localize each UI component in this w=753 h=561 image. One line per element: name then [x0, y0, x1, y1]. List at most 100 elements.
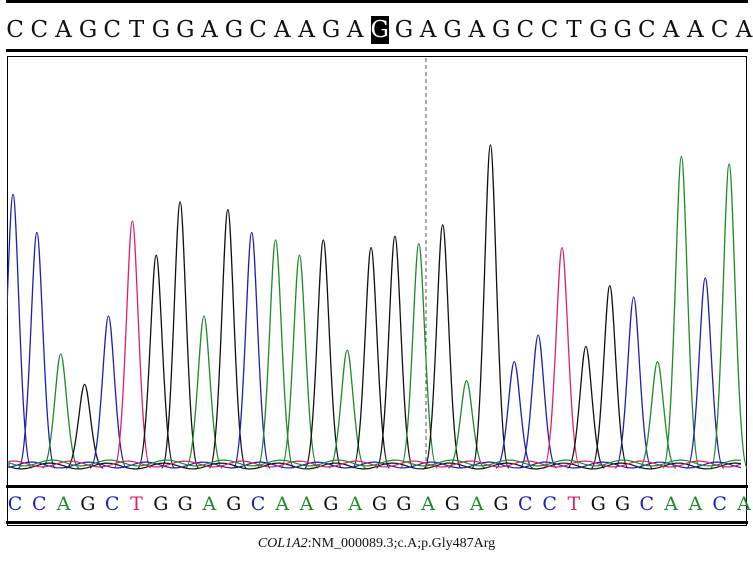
variant-description: :NM_000089.3;c.A;p.Gly487Arg — [307, 536, 496, 551]
ref-base: A — [298, 17, 315, 43]
top-border — [6, 0, 748, 3]
trace-peak — [232, 231, 271, 469]
ref-base: G — [443, 17, 462, 43]
ref-base: A — [687, 17, 704, 43]
trace-peak — [113, 220, 152, 469]
called-base: A — [299, 493, 314, 515]
called-base: A — [56, 493, 71, 515]
trace-peak — [614, 296, 653, 469]
trace-peak — [137, 254, 176, 469]
baseline-trace — [8, 462, 742, 470]
bottom-divider — [6, 485, 748, 488]
trace-peak — [423, 224, 462, 469]
ref-base: C — [103, 17, 121, 43]
trace-peak — [65, 383, 104, 469]
called-base: A — [348, 493, 363, 515]
called-base: A — [737, 493, 751, 515]
ref-base: A — [735, 17, 753, 43]
trace-peak — [41, 353, 80, 469]
baseline-trace — [8, 461, 742, 469]
ref-base: A — [662, 17, 680, 43]
trace-peak — [352, 246, 391, 469]
ref-base: C — [516, 17, 535, 43]
chromatogram — [7, 56, 747, 526]
called-base: G — [493, 493, 509, 515]
ref-base: G — [224, 17, 244, 43]
called-base: G — [177, 493, 193, 515]
trace-peak — [304, 239, 343, 469]
called-base: A — [275, 493, 290, 515]
ref-base: A — [273, 17, 291, 43]
ref-base: G — [394, 17, 414, 43]
trace-group — [7, 144, 747, 469]
ref-base: A — [419, 17, 437, 43]
bottom-border — [6, 521, 748, 524]
trace-peak — [399, 243, 438, 469]
ref-base: G — [78, 17, 98, 43]
ref-base: A — [55, 17, 72, 43]
called-base: G — [371, 493, 388, 515]
ref-base: C — [540, 17, 559, 43]
ref-base: G — [613, 17, 632, 43]
called-base: C — [250, 493, 266, 515]
trace-peak — [710, 163, 747, 469]
trace-peak — [447, 379, 486, 469]
ref-base: A — [468, 17, 485, 43]
ref-base: A — [346, 17, 364, 43]
called-base: G — [590, 493, 606, 515]
ref-base: C — [30, 17, 49, 43]
trace-peak — [519, 334, 558, 469]
called-base: G — [153, 493, 169, 515]
called-base: A — [421, 493, 435, 515]
figure-caption: COL1A2:NM_000089.3;c.A;p.Gly487Arg — [0, 536, 753, 552]
called-base: C — [712, 493, 727, 515]
trace-peak — [495, 360, 534, 469]
trace-peak — [328, 349, 367, 469]
baseline-trace — [8, 459, 742, 467]
trace-peak — [543, 246, 582, 469]
called-base: A — [469, 493, 484, 515]
called-base: A — [664, 493, 678, 515]
called-base: C — [639, 493, 655, 515]
ref-base: A — [201, 17, 218, 43]
baseline-noise — [8, 459, 742, 470]
trace-peak — [17, 231, 56, 469]
called-base: G — [323, 493, 339, 515]
trace-peak — [208, 208, 247, 469]
top-divider — [6, 49, 748, 52]
ref-base: G — [370, 16, 389, 44]
ref-base: G — [321, 17, 341, 43]
ref-base: G — [151, 17, 171, 43]
baseline-trace — [8, 460, 742, 468]
ref-base: C — [637, 17, 656, 43]
trace-peak — [89, 315, 128, 469]
trace-peak — [161, 201, 200, 469]
trace-peak — [566, 345, 605, 469]
trace-peak — [7, 193, 32, 469]
ref-base: C — [710, 17, 729, 43]
called-base: C — [7, 493, 23, 515]
trace-peak — [590, 284, 629, 469]
called-base: G — [444, 493, 460, 515]
called-base: T — [567, 493, 581, 515]
trace-peak — [662, 155, 701, 469]
ref-base: C — [6, 17, 24, 43]
called-base: G — [226, 493, 242, 515]
ref-base: G — [492, 17, 511, 43]
trace-peak — [375, 235, 414, 469]
ref-base: C — [249, 17, 267, 43]
called-base: C — [32, 493, 47, 515]
gene-name: COL1A2 — [257, 536, 308, 551]
ref-base: G — [176, 17, 195, 43]
called-base: C — [104, 493, 120, 515]
trace-peak — [471, 144, 510, 469]
ref-base: T — [566, 17, 582, 43]
trace-peak — [184, 315, 223, 469]
called-base: T — [130, 493, 143, 515]
called-base: A — [688, 493, 703, 515]
trace-peak — [256, 239, 295, 469]
called-base: G — [80, 493, 96, 515]
